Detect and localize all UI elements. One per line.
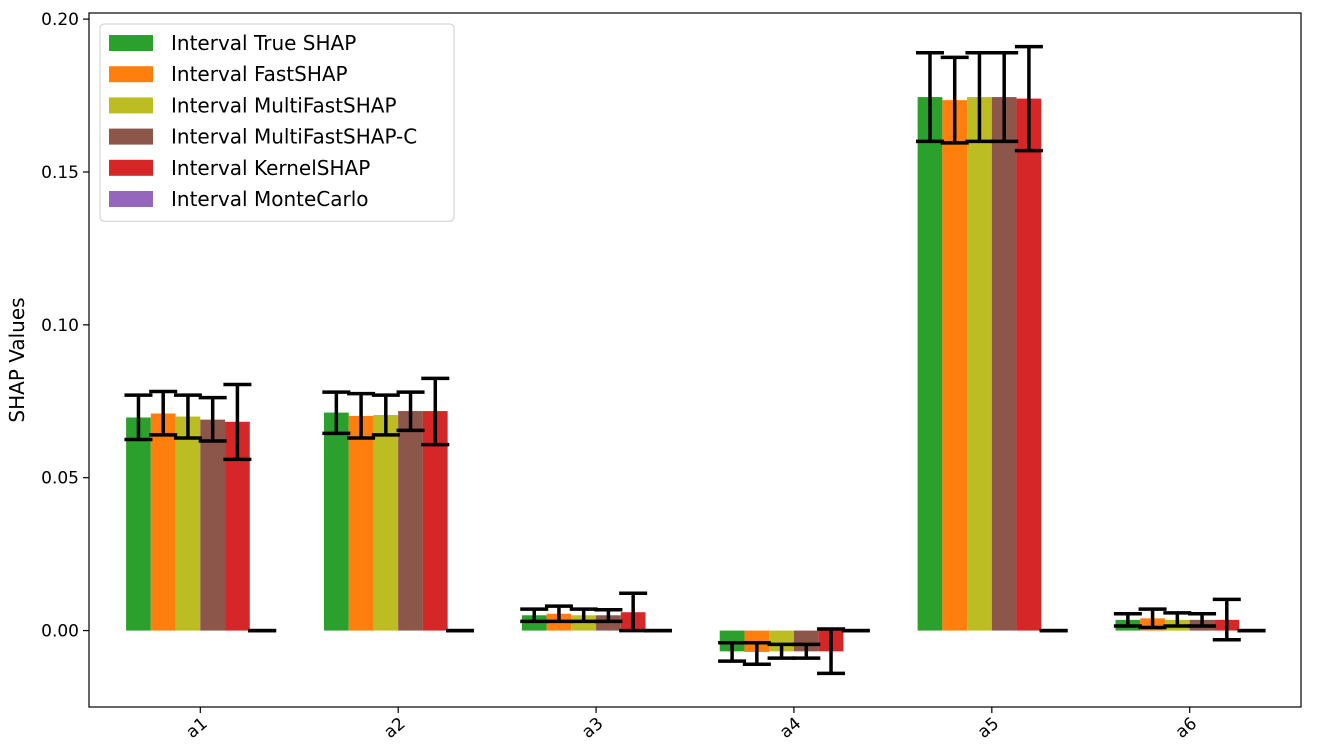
error-bar-a1-series-1 xyxy=(149,389,178,437)
error-bars-layer xyxy=(124,44,1266,676)
x-tick-label-a6: a6 xyxy=(1172,714,1201,743)
bar-a1-series-2 xyxy=(175,416,201,631)
error-bar-a3-series-1 xyxy=(544,604,573,624)
legend-label-1: Interval FastSHAP xyxy=(171,62,348,86)
x-tick-label-a2: a2 xyxy=(380,714,409,743)
legend-swatch-0 xyxy=(109,35,153,51)
error-bar-a3-series-4 xyxy=(619,591,648,633)
bar-a5-series-4 xyxy=(1016,98,1042,631)
y-axis-label: SHAP Values xyxy=(5,297,29,422)
bar-a5-series-2 xyxy=(967,97,992,631)
error-bar-a1-series-3 xyxy=(198,395,227,443)
error-bar-a2-series-3 xyxy=(396,390,425,433)
y-tick-label-0: 0.00 xyxy=(41,622,79,642)
bar-a4-series-0 xyxy=(719,630,745,652)
y-tick-label-2: 0.10 xyxy=(41,316,79,336)
y-tick-label-4: 0.20 xyxy=(41,10,79,30)
bar-a5-series-1 xyxy=(942,100,968,631)
error-bar-a5-series-2 xyxy=(965,50,994,144)
bar-a1-series-1 xyxy=(150,413,176,631)
error-bar-a3-series-2 xyxy=(569,607,598,624)
legend-label-3: Interval MultiFastSHAP-C xyxy=(171,125,417,149)
error-bar-a4-series-2 xyxy=(767,642,796,660)
y-axis: 0.00 0.05 0.10 0.15 0.20 xyxy=(41,10,89,642)
legend-swatch-3 xyxy=(109,128,153,145)
error-bar-a2-series-1 xyxy=(347,391,376,440)
error-bar-a6-series-4 xyxy=(1212,597,1241,642)
error-bar-a4-series-1 xyxy=(742,641,771,666)
legend: Interval True SHAP Interval FastSHAP Inter… xyxy=(99,23,455,222)
bar-a4-series-2 xyxy=(769,630,794,652)
error-bar-a5-series-0 xyxy=(915,50,944,144)
legend-item-0: Interval True SHAP xyxy=(109,31,356,55)
x-tick-label-a1: a1 xyxy=(183,714,212,743)
error-bar-a4-series-3 xyxy=(792,642,821,660)
error-bar-a1-series-2 xyxy=(173,393,202,440)
legend-item-1: Interval FastSHAP xyxy=(109,62,348,86)
x-tick-label-a3: a3 xyxy=(578,714,607,743)
error-bar-a4-series-4 xyxy=(817,627,846,676)
bar-a1-series-3 xyxy=(200,419,226,631)
legend-swatch-5 xyxy=(109,191,153,207)
x-tick-label-a4: a4 xyxy=(776,714,805,743)
legend-label-2: Interval MultiFastSHAP xyxy=(171,93,397,117)
error-bar-a4-series-0 xyxy=(718,641,747,663)
error-bar-a5-series-1 xyxy=(940,55,969,145)
legend-item-4: Interval KernelSHAP xyxy=(109,156,370,180)
bar-a4-series-3 xyxy=(793,630,819,652)
error-bar-a3-series-3 xyxy=(594,608,623,624)
bar-a2-series-1 xyxy=(348,415,374,631)
legend-item-3: Interval MultiFastSHAP-C xyxy=(109,125,417,149)
y-tick-label-3: 0.15 xyxy=(41,163,79,183)
y-tick-label-1: 0.05 xyxy=(41,469,79,489)
bar-a2-series-0 xyxy=(323,412,349,631)
legend-label-5: Interval MonteCarlo xyxy=(171,187,369,211)
legend-item-2: Interval MultiFastSHAP xyxy=(109,93,397,117)
bar-a1-series-0 xyxy=(126,417,151,631)
bar-a2-series-4 xyxy=(422,411,448,631)
error-bar-a2-series-0 xyxy=(322,390,351,436)
error-bar-a1-series-4 xyxy=(223,382,252,462)
bar-a2-series-2 xyxy=(373,415,399,631)
x-axis: a1 a2 a3 a4 a5 a6 xyxy=(183,707,1201,743)
legend-label-4: Interval KernelSHAP xyxy=(171,156,370,180)
error-bar-a3-series-0 xyxy=(520,607,549,624)
error-bar-a2-series-4 xyxy=(421,376,450,447)
legend-item-5: Interval MonteCarlo xyxy=(109,187,369,211)
error-bar-a5-series-3 xyxy=(990,50,1019,144)
legend-label-0: Interval True SHAP xyxy=(171,31,356,55)
x-tick-label-a5: a5 xyxy=(974,714,1003,743)
error-bar-a1-series-0 xyxy=(124,393,153,442)
plot-frame xyxy=(88,12,1302,708)
error-bar-a6-series-0 xyxy=(1113,612,1142,628)
legend-swatch-1 xyxy=(109,66,153,83)
error-bar-a6-series-2 xyxy=(1163,611,1192,628)
legend-box xyxy=(99,23,455,222)
bar-a5-series-3 xyxy=(991,97,1017,631)
error-bar-a5-series-4 xyxy=(1014,44,1043,153)
bar-a2-series-3 xyxy=(398,411,423,631)
legend-swatch-2 xyxy=(109,97,153,114)
error-bar-a2-series-2 xyxy=(371,393,400,437)
bar-a5-series-0 xyxy=(917,97,943,631)
legend-swatch-4 xyxy=(109,159,153,176)
error-bar-a6-series-1 xyxy=(1138,607,1167,630)
error-bar-a6-series-3 xyxy=(1188,612,1217,628)
